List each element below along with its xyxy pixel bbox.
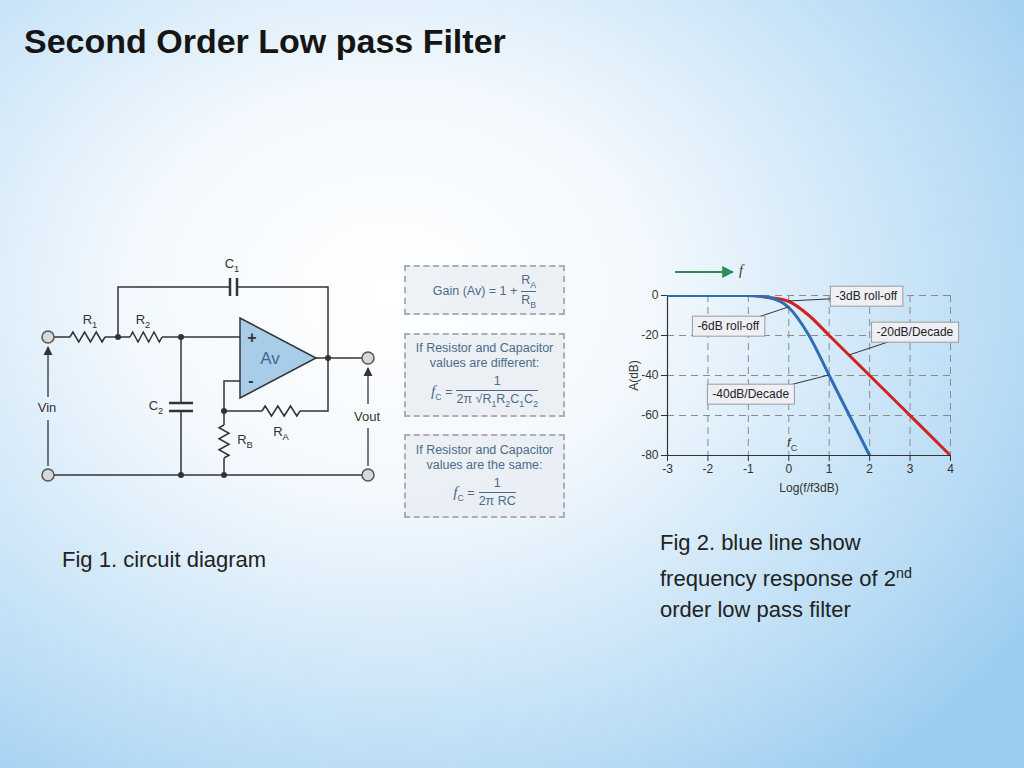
svg-text:fC: fC — [787, 435, 798, 453]
html-text:Gain (Av) = 1 +: Gain (Av) = 1 + — [432, 284, 518, 298]
svg-text:Vout: Vout — [354, 409, 380, 424]
html-text:If Resistor and Capacitor: If Resistor and Capacitor — [415, 443, 554, 457]
svg-text:2: 2 — [866, 462, 873, 476]
svg-text:-60: -60 — [641, 408, 659, 422]
svg-text:R2: R2 — [136, 312, 151, 330]
html-text:If Resistor and Capacitor: If Resistor and Capacitor — [415, 341, 554, 355]
svg-text:-1: -1 — [743, 462, 754, 476]
html-text:2π √ R1R2C1C2: 2π √ R1R2C1C2 — [456, 392, 538, 409]
html-text:Fig 1. circuit diagram: Fig 1. circuit diagram — [62, 547, 267, 572]
svg-text:-20: -20 — [641, 328, 659, 342]
svg-text:f: f — [739, 263, 745, 278]
svg-text:-20dB/Decade: -20dB/Decade — [877, 325, 954, 339]
html-text:values are different:: values are different: — [429, 356, 540, 370]
svg-text:C1: C1 — [225, 256, 240, 274]
svg-text:-3: -3 — [662, 462, 673, 476]
svg-text:0: 0 — [652, 288, 659, 302]
html-text:order low pass filter: order low pass filter — [660, 597, 851, 623]
svg-text:4: 4 — [947, 462, 954, 476]
svg-text:Log(f/f3dB): Log(f/f3dB) — [779, 481, 838, 495]
svg-text:RA: RA — [273, 424, 289, 442]
svg-text:R1: R1 — [83, 312, 98, 330]
svg-text:0: 0 — [785, 462, 792, 476]
html-text:Second Order Low pass Filter: Second Order Low pass Filter — [24, 22, 506, 60]
svg-text:C2: C2 — [149, 398, 164, 416]
svg-text:A(dB): A(dB) — [627, 360, 641, 391]
svg-text:1: 1 — [826, 462, 833, 476]
html-text:RA: RA — [521, 273, 537, 290]
svg-text:-6dB roll-off: -6dB roll-off — [697, 319, 759, 333]
html-text:RB: RB — [521, 293, 537, 310]
svg-text:+: + — [247, 329, 256, 346]
html-text:2π RC: 2π RC — [478, 494, 516, 508]
html-text:1: 1 — [493, 476, 501, 490]
svg-text:Vin: Vin — [38, 400, 57, 415]
html-text:1: 1 — [493, 374, 501, 388]
html-text:fC=: fC= — [431, 381, 453, 401]
html-text:Fig 2. blue line show frequenc: Fig 2. blue line show frequency response… — [660, 530, 912, 592]
html-text:values are the same:: values are the same: — [426, 458, 543, 472]
svg-text:-: - — [248, 372, 253, 389]
svg-text:-40: -40 — [641, 368, 659, 382]
svg-text:-2: -2 — [703, 462, 714, 476]
svg-text:RB: RB — [237, 432, 253, 450]
svg-text:Av: Av — [260, 349, 280, 368]
svg-text:-3dB roll-off: -3dB roll-off — [835, 289, 897, 303]
svg-text:-80: -80 — [641, 448, 659, 462]
html-text:fC=: fC= — [453, 482, 475, 502]
svg-text:3: 3 — [907, 462, 914, 476]
svg-text:-40dB/Decade: -40dB/Decade — [712, 387, 789, 401]
